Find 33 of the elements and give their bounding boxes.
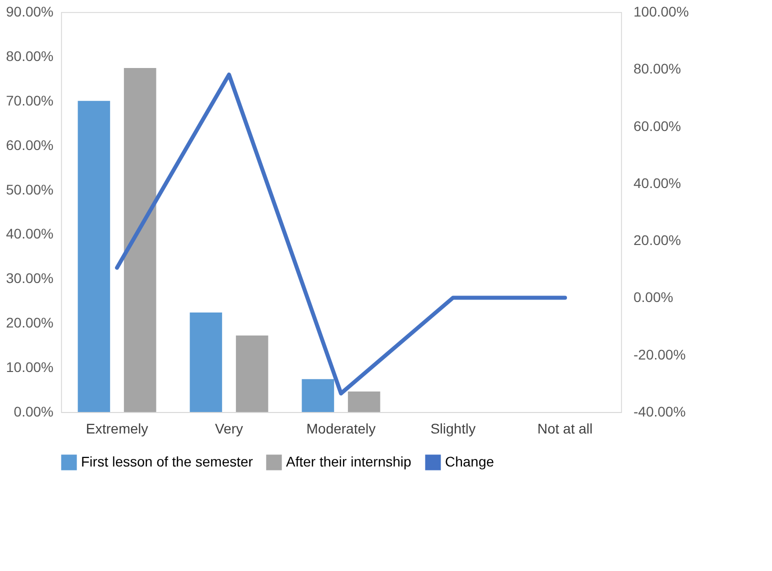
bar — [78, 100, 110, 412]
bar — [124, 68, 156, 412]
y-tick-label: 70.00% — [6, 92, 54, 108]
bar — [348, 392, 380, 412]
x-tick-label: Slightly — [430, 420, 476, 436]
y2-tick-label: -20.00% — [634, 346, 686, 362]
y-tick-label: 40.00% — [6, 226, 54, 242]
y2-tick-label: 100.00% — [634, 4, 689, 20]
y2-tick-label: 80.00% — [634, 60, 681, 77]
legend-label: Change — [445, 453, 494, 470]
bar — [302, 379, 334, 412]
line-series — [115, 72, 567, 396]
x-tick-label: Moderately — [306, 420, 376, 436]
legend-label: After their internship — [286, 453, 412, 470]
y2-tick-label: 40.00% — [634, 174, 681, 191]
y-tick-label: 60.00% — [6, 136, 54, 153]
y2-tick-label: 20.00% — [634, 232, 681, 248]
y2-tick-label: 0.00% — [634, 289, 674, 306]
bar — [190, 312, 222, 412]
y-tick-label: 0.00% — [14, 404, 54, 420]
y-tick-label: 90.00% — [6, 4, 54, 20]
y-tick-label: 80.00% — [6, 48, 54, 64]
y-tick-label: 50.00% — [6, 181, 54, 198]
x-tick-label: Not at all — [537, 420, 593, 436]
y-tick-label: 20.00% — [6, 314, 54, 331]
y-tick-label: 30.00% — [6, 270, 54, 286]
x-tick-label: Extremely — [86, 420, 148, 436]
y2-tick-label: 60.00% — [634, 118, 681, 134]
legend-label: First lesson of the semester — [81, 453, 254, 470]
x-tick-label: Very — [214, 420, 244, 436]
y-tick-label: 10.00% — [6, 359, 54, 376]
bar — [236, 336, 268, 412]
y2-tick-label: -40.00% — [634, 404, 686, 420]
